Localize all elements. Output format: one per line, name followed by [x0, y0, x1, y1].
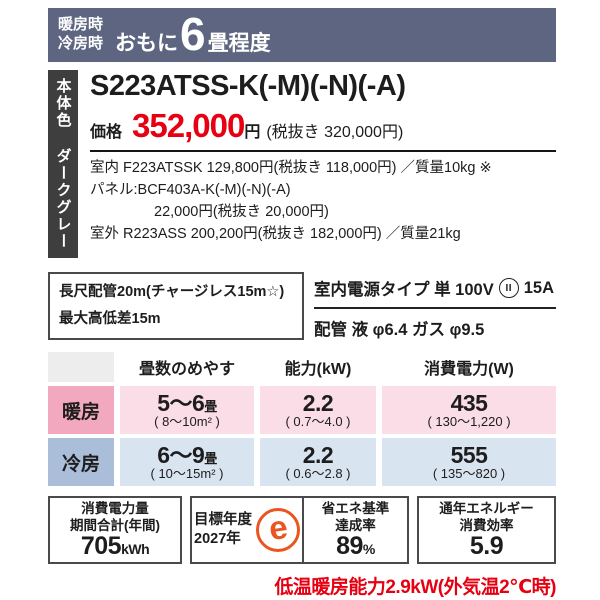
- column-header-power: 消費電力(W): [424, 361, 514, 378]
- power-supply-text: 室内電源タイプ 単 100V: [314, 281, 494, 299]
- indoor-unit-line: 室内 F223ATSSK 129,800円(税抜き 118,000円) ／質量1…: [90, 160, 492, 177]
- heating-tatami-value: 5〜6畳: [157, 389, 217, 416]
- achievement-rate-value: 89%: [336, 532, 375, 561]
- achievement-rate-cell: 省エネ基準 達成率 89%: [304, 498, 407, 562]
- price-label: 価格: [90, 124, 123, 142]
- cooling-power-value: 555: [450, 441, 488, 468]
- installation-info-row: 長尺配管20m(チャージレス15m☆) 最大高低差15m 室内電源タイプ 単 1…: [48, 272, 556, 340]
- max-piping-length: 長尺配管20m(チャージレス15m☆): [59, 284, 285, 300]
- annual-consumption-box: 消費電力量 期間合計(年間) 705kWh: [48, 496, 182, 564]
- column-header-capacity: 能力(kW): [284, 361, 352, 378]
- target-year-label: 目標年度: [194, 512, 252, 529]
- price-tax-note: (税抜き 320,000円): [266, 124, 404, 142]
- panel-price-line: 22,000円(税抜き 20,000円): [154, 203, 329, 220]
- achievement-rate-label1: 省エネ基準: [321, 500, 390, 516]
- price-value: 352,000: [132, 107, 245, 145]
- heating-power-range: ( 130〜1,220 ): [427, 413, 511, 429]
- target-year-text: 目標年度 2027年: [194, 511, 252, 549]
- energy-target-group: 目標年度 2027年 e 省エネ基準 達成率 89%: [190, 496, 409, 564]
- room-size-group: おもに 6 畳程度: [115, 7, 271, 60]
- heating-power-cell: 435 ( 130〜1,220 ): [382, 386, 556, 434]
- cooling-row-label: 冷房: [48, 438, 114, 486]
- body-color-bar: 本体色 ダークグレー: [48, 70, 78, 258]
- pipe-diameter-line: 配管 液 φ6.4 ガス φ9.5: [314, 321, 485, 339]
- room-size-suffix: 畳程度: [207, 31, 271, 55]
- energy-info-row: 消費電力量 期間合計(年間) 705kWh 目標年度 2027年 e 省エネ基準…: [48, 496, 556, 564]
- target-year-value: 2027年: [194, 531, 241, 547]
- spec-sheet: 暖房時 冷房時 おもに 6 畳程度 本体色 ダークグレー S223ATSS-K(…: [48, 8, 557, 599]
- cooling-capacity-cell: 2.2 ( 0.6〜2.8 ): [260, 438, 376, 486]
- heating-capacity-cell: 2.2 ( 0.7〜4.0 ): [260, 386, 376, 434]
- cooling-tatami-range: ( 10〜15m² ): [150, 465, 224, 481]
- heating-tatami-range: ( 8〜10m² ): [154, 413, 220, 429]
- heating-capacity-value: 2.2: [302, 389, 334, 416]
- heating-power-value: 435: [450, 389, 488, 416]
- target-year-cell: 目標年度 2027年 e: [192, 498, 304, 562]
- performance-table: 畳数のめやす 能力(kW) 消費電力(W) 暖房 5〜6畳 ( 8〜10m² )…: [48, 352, 556, 486]
- room-size-number: 6: [180, 7, 206, 60]
- apf-label1: 通年エネルギー: [439, 500, 534, 516]
- cooling-tatami-cell: 6〜9畳 ( 10〜15m² ): [120, 438, 254, 486]
- price-row: 価格 352,000 円 (税抜き 320,000円): [90, 107, 556, 153]
- tatami-unit: 畳: [204, 398, 217, 414]
- power-ampere-text: 15A: [523, 278, 554, 297]
- annual-consumption-unit: kWh: [121, 541, 150, 558]
- mode-labels: 暖房時 冷房時: [58, 16, 103, 54]
- table-corner-cell: [48, 352, 114, 382]
- heating-row-label: 暖房: [48, 386, 114, 434]
- room-size-prefix: おもに: [115, 31, 179, 55]
- max-height-difference: 最大高低差15m: [59, 310, 161, 327]
- cooling-power-range: ( 135〜820 ): [432, 465, 506, 481]
- outdoor-unit-line: 室外 R223ASS 200,200円(税抜き 182,000円) ／質量21k…: [90, 225, 461, 242]
- product-section: 本体色 ダークグレー S223ATSS-K(-M)(-N)(-A) 価格 352…: [48, 70, 556, 258]
- annual-consumption-label2: 期間合計(年間): [70, 517, 160, 533]
- cooling-power-cell: 555 ( 135〜820 ): [382, 438, 556, 486]
- heating-capacity-range: ( 0.7〜4.0 ): [285, 413, 351, 429]
- achievement-rate-label2: 達成率: [335, 517, 376, 533]
- panel-model-line: パネル:BCF403A-K(-M)(-N)(-A): [90, 182, 291, 199]
- heating-tatami-cell: 5〜6畳 ( 8〜10m² ): [120, 386, 254, 434]
- cooling-capacity-value: 2.2: [302, 441, 334, 468]
- annual-consumption-value: 705kWh: [80, 532, 150, 561]
- apf-value: 5.9: [469, 532, 504, 561]
- cooling-tatami-value: 6〜9畳: [157, 441, 217, 468]
- plug-type-icon: II: [498, 278, 519, 298]
- low-temp-heating-note: 低温暖房能力2.9kW(外気温2℃時): [274, 577, 556, 598]
- power-supply-line: 室内電源タイプ 単 100V II 15A: [314, 272, 556, 309]
- apf-label2: 消費効率: [459, 517, 514, 533]
- capacity-banner: 暖房時 冷房時 おもに 6 畳程度: [48, 8, 556, 62]
- cooling-capacity-range: ( 0.6〜2.8 ): [285, 465, 351, 481]
- piping-limits-box: 長尺配管20m(チャージレス15m☆) 最大高低差15m: [48, 272, 304, 340]
- tatami-unit: 畳: [204, 450, 217, 466]
- cooling-mode-label: 冷房時: [58, 35, 104, 52]
- apf-box: 通年エネルギー 消費効率 5.9: [417, 496, 556, 564]
- product-info: S223ATSS-K(-M)(-N)(-A) 価格 352,000 円 (税抜き…: [90, 70, 556, 258]
- heating-mode-label: 暖房時: [58, 16, 104, 34]
- column-header-tatami: 畳数のめやす: [138, 361, 235, 378]
- power-spec-area: 室内電源タイプ 単 100V II 15A 配管 液 φ6.4 ガス φ9.5: [314, 272, 556, 340]
- price-unit: 円: [244, 124, 261, 142]
- component-price-list: 室内 F223ATSSK 129,800円(税抜き 118,000円) ／質量1…: [90, 158, 556, 245]
- annual-consumption-label1: 消費電力量: [81, 500, 149, 516]
- model-number: S223ATSS-K(-M)(-N)(-A): [90, 70, 406, 102]
- achievement-rate-unit: %: [362, 541, 375, 558]
- energy-saving-mark-icon: e: [256, 508, 300, 552]
